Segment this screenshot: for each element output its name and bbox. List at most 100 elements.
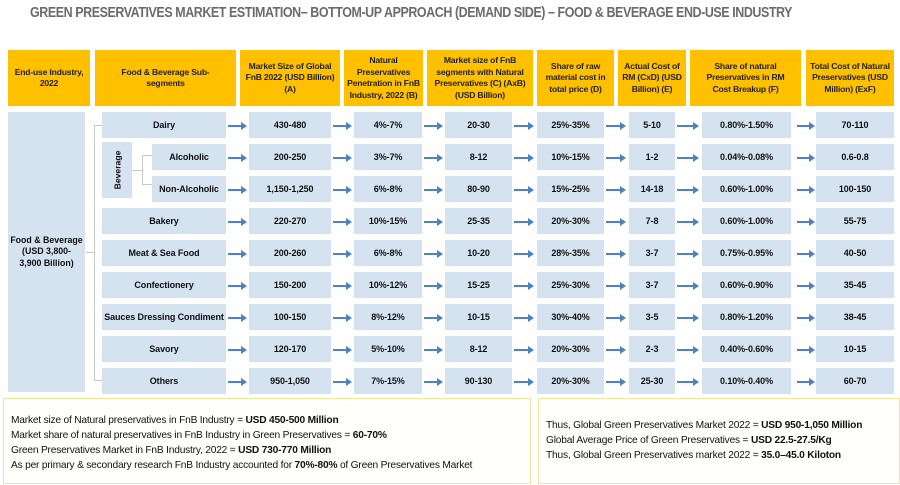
penetration-cell: 6%-8% [354, 240, 422, 266]
arrow-right-icon [797, 346, 815, 354]
arrow-right-icon [677, 250, 699, 258]
summary-text: Thus, Global Green Preservatives market … [546, 450, 762, 461]
arrow-right-icon [606, 378, 626, 386]
market-size-cell: 200-260 [249, 240, 331, 266]
summary-text: Green Preservatives Market in FnB Indust… [11, 445, 239, 456]
industry-size-line1: (USD 3,800- [22, 246, 71, 257]
arrow-right-icon [677, 122, 699, 130]
total-cost-cell: 40-50 [816, 240, 894, 266]
arrow-right-icon [424, 346, 443, 354]
summary-line: As per primary & secondary research FnB … [11, 458, 523, 473]
arrow-right-icon [424, 218, 443, 226]
segment-size-cell: 15-25 [445, 272, 512, 298]
segment-cell: Bakery [102, 208, 226, 234]
total-cost-cell: 0.6-0.8 [816, 144, 894, 170]
total-cost-cell: 35-45 [816, 272, 894, 298]
arrow-right-icon [514, 122, 534, 130]
summary-text: Market share of natural preservatives in… [11, 430, 353, 441]
actual-cost-cell: 3-7 [629, 272, 675, 298]
arrow-right-icon [424, 186, 443, 194]
summary-text: Global Average Price of Green Preservati… [546, 435, 751, 446]
market-size-cell: 120-170 [249, 336, 331, 362]
arrow-right-icon [797, 378, 815, 386]
header-total-cost: Total Cost of Natural Preservatives (USD… [806, 50, 894, 106]
raw-share-cell: 28%-35% [537, 240, 604, 266]
arrow-right-icon [228, 250, 247, 258]
actual-cost-cell: 5-10 [629, 112, 675, 138]
natural-share-cell: 0.80%-1.20% [702, 304, 791, 330]
arrow-right-icon [797, 250, 815, 258]
arrow-right-icon [514, 186, 534, 194]
total-cost-cell: 38-45 [816, 304, 894, 330]
arrow-right-icon [424, 154, 443, 162]
arrow-right-icon [228, 346, 247, 354]
arrow-right-icon [333, 154, 352, 162]
arrow-right-icon [606, 250, 626, 258]
summary-line: Market share of natural preservatives in… [11, 428, 523, 443]
header-subsegments: Food & Beverage Sub-segments [95, 50, 236, 106]
arrow-right-icon [228, 122, 247, 130]
actual-cost-cell: 3-5 [629, 304, 675, 330]
actual-cost-cell: 7-8 [629, 208, 675, 234]
arrow-right-icon [424, 314, 443, 322]
arrow-right-icon [514, 282, 534, 290]
arrow-right-icon [514, 314, 534, 322]
header-natural-share-f: Share of natural Preservatives in RM Cos… [690, 50, 801, 106]
raw-share-cell: 20%-30% [537, 336, 604, 362]
total-cost-cell: 10-15 [816, 336, 894, 362]
arrow-right-icon [514, 154, 534, 162]
natural-share-cell: 0.60%-0.90% [702, 272, 791, 298]
market-size-cell: 220-270 [249, 208, 331, 234]
arrow-right-icon [606, 218, 626, 226]
segment-cell: Dairy [102, 112, 226, 138]
arrow-right-icon [514, 378, 534, 386]
summary-text: Thus, Global Green Preservatives Market … [546, 420, 762, 431]
actual-cost-cell: 14-18 [629, 176, 675, 202]
summary-tail: of Green Preservatives Market [337, 460, 473, 471]
arrow-right-icon [797, 122, 815, 130]
arrow-right-icon [514, 346, 534, 354]
arrow-right-icon [333, 378, 352, 386]
beverage-group-label: Beverage [102, 142, 132, 198]
arrow-right-icon [228, 314, 247, 322]
industry-bracket [94, 125, 102, 381]
penetration-cell: 5%-10% [354, 336, 422, 362]
raw-share-cell: 20%-30% [537, 208, 604, 234]
penetration-cell: 8%-12% [354, 304, 422, 330]
header-end-use-industry: End-use Industry, 2022 [8, 50, 90, 106]
header-segment-size-c: Market size of FnB segments with Natural… [427, 50, 533, 106]
natural-share-cell: 0.04%-0.08% [702, 144, 791, 170]
segment-size-cell: 20-30 [445, 112, 512, 138]
market-size-cell: 150-200 [249, 272, 331, 298]
segment-size-cell: 80-90 [445, 176, 512, 202]
header-actual-cost-e: Actual Cost of RM (CxD) (USD Billion) (E… [618, 50, 686, 106]
arrow-right-icon [514, 250, 534, 258]
arrow-right-icon [677, 186, 699, 194]
summary-line: Green Preservatives Market in FnB Indust… [11, 443, 523, 458]
segment-size-cell: 10-15 [445, 304, 512, 330]
raw-share-cell: 20%-30% [537, 368, 604, 394]
header-label: Market size of FnB segments with Natural… [434, 55, 526, 100]
segment-size-cell: 10-20 [445, 240, 512, 266]
penetration-cell: 6%-8% [354, 176, 422, 202]
arrow-right-icon [228, 154, 247, 162]
page-title: GREEN PRESERVATIVES MARKET ESTIMATION– B… [30, 5, 793, 21]
summary-value: USD 22.5-27.5/Kg [750, 435, 832, 446]
arrow-right-icon [424, 378, 443, 386]
natural-share-cell: 0.80%-1.50% [702, 112, 791, 138]
segment-cell: Others [102, 368, 226, 394]
industry-size-line2: 3,900 Billion) [19, 257, 74, 268]
total-cost-cell: 70-110 [816, 112, 894, 138]
arrow-right-icon [333, 314, 352, 322]
natural-share-cell: 0.60%-1.00% [702, 176, 791, 202]
arrow-right-icon [333, 218, 352, 226]
segment-size-cell: 8-12 [445, 336, 512, 362]
summary-box-right: Thus, Global Green Preservatives Market … [538, 398, 900, 484]
header-label: End-use Industry, 2022 [14, 66, 84, 89]
arrow-right-icon [797, 186, 815, 194]
total-cost-cell: 100-150 [816, 176, 894, 202]
arrow-right-icon [606, 314, 626, 322]
summary-value: USD 950-1,050 Million [761, 420, 863, 431]
natural-share-cell: 0.40%-0.60% [702, 336, 791, 362]
penetration-cell: 10%-15% [354, 208, 422, 234]
